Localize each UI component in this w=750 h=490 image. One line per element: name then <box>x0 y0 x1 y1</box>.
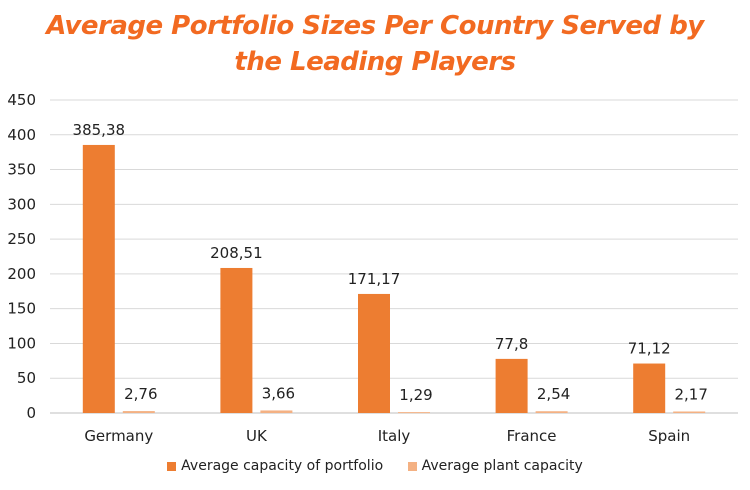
data-label-plant: 2,54 <box>537 385 570 403</box>
legend-item-portfolio: Average capacity of portfolio <box>167 458 383 474</box>
bar-portfolio <box>82 144 115 414</box>
y-tick-label: 150 <box>7 300 36 318</box>
data-label-plant: 1,29 <box>399 386 432 404</box>
y-tick-label: 100 <box>7 334 36 352</box>
bar-plant <box>673 411 706 413</box>
bar-portfolio <box>220 267 253 413</box>
x-category-label: Italy <box>378 427 411 445</box>
y-tick-label: 400 <box>7 126 36 144</box>
legend-swatch-portfolio <box>167 461 177 471</box>
data-label-portfolio: 208,51 <box>210 244 263 262</box>
data-label-plant: 2,76 <box>124 385 157 403</box>
y-tick-label: 250 <box>7 230 36 248</box>
chart-title-line-1: Average Portfolio Sizes Per Country Serv… <box>46 11 704 41</box>
y-tick-label: 450 <box>7 91 36 109</box>
y-tick-label: 350 <box>7 161 36 179</box>
legend-label-plant: Average plant capacity <box>421 458 583 474</box>
bar-portfolio <box>633 363 666 413</box>
x-category-label: Germany <box>84 427 153 445</box>
data-labels: 385,38 2,76 208,51 3,66 171,17 1,29 77,8 2,54 71… <box>73 121 708 404</box>
bar-plant <box>122 411 155 413</box>
bar-portfolio <box>358 293 390 413</box>
y-axis-ticks: 0 50 100 150 200 250 300 350 400 450 <box>7 91 36 422</box>
chart-title-line-2: the Leading Players <box>234 47 516 77</box>
y-tick-label: 300 <box>7 195 36 213</box>
y-tick-label: 0 <box>26 404 36 422</box>
data-label-plant: 3,66 <box>262 384 295 402</box>
data-label-portfolio: 77,8 <box>495 335 528 353</box>
legend: Average capacity of portfolio Average pl… <box>0 458 750 475</box>
bar-plant <box>260 410 293 413</box>
y-tick-label: 200 <box>7 265 36 283</box>
bar-plant <box>398 412 430 414</box>
legend-item-plant: Average plant capacity <box>407 458 583 474</box>
x-axis-categories: Germany UK Italy France Spain <box>84 427 690 445</box>
data-label-portfolio: 71,12 <box>628 340 671 358</box>
data-label-plant: 2,17 <box>674 385 707 403</box>
bars <box>82 144 706 414</box>
x-category-label: UK <box>246 427 268 445</box>
y-tick-label: 50 <box>17 369 36 387</box>
data-label-portfolio: 385,38 <box>73 121 126 139</box>
legend-swatch-plant <box>407 461 417 471</box>
x-category-label: France <box>507 427 557 445</box>
gridlines <box>50 99 738 414</box>
data-label-portfolio: 171,17 <box>348 270 401 288</box>
x-category-label: Spain <box>648 427 690 445</box>
bar-plant <box>535 411 568 413</box>
bar-portfolio <box>495 358 528 413</box>
legend-label-portfolio: Average capacity of portfolio <box>181 458 384 474</box>
chart-title: Average Portfolio Sizes Per Country Serv… <box>0 8 750 80</box>
